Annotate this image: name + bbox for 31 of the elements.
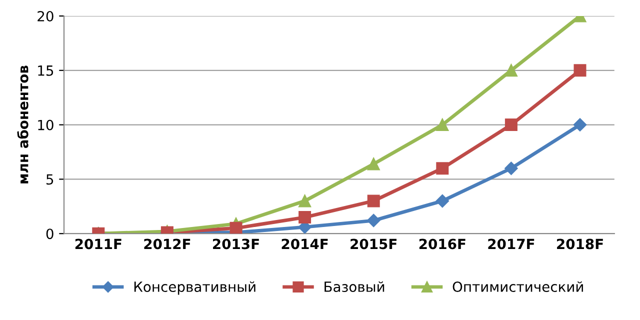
y-tick-label: 10 [38,120,54,130]
x-tick-label: 2015F [350,238,397,250]
x-tick-label: 2016F [419,238,466,250]
point [367,158,380,170]
legend-label: Базовый [324,281,384,292]
point [436,162,449,175]
point [367,194,380,208]
x-tick-label: 2013F [213,238,259,250]
point [367,214,380,228]
x-tick-label: 2018F [557,238,603,250]
x-tick-label: 2014F [282,238,328,250]
y-tick-label: 15 [38,66,54,76]
point [298,211,312,224]
legend-label: Консервативный [134,281,256,295]
y-tick-label: 20 [38,10,54,22]
x-tick-label: 2011F [75,238,122,250]
x-tick-label: 2017F [488,238,534,250]
point [504,64,518,77]
point [574,64,586,77]
point [436,194,449,208]
point [573,118,587,132]
point [230,222,242,234]
y-tick-label: 5 [46,174,54,185]
legend-label: Оптимистический [452,281,583,292]
point [298,194,312,208]
y-tick-label: 0 [46,228,54,240]
point [504,162,518,175]
point [504,118,518,132]
x-tick-label: 2012F [144,238,190,250]
point [436,118,449,132]
y-axis-title: млн абонентов [17,66,28,184]
